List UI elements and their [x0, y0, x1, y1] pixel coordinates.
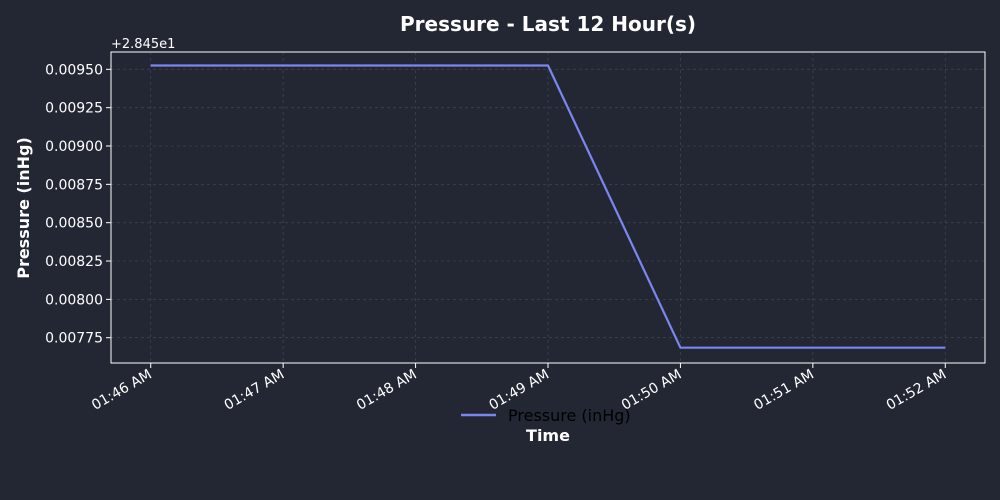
- x-tick-label: 01:47 AM: [222, 367, 288, 414]
- y-axis-ticks: 0.00775 0.00800 0.00825 0.00850 0.00875 0.009…: [45, 62, 111, 347]
- y-tick-label: 0.00875: [45, 177, 103, 193]
- x-tick-label: 01:46 AM: [89, 367, 155, 414]
- x-axis-label: Time: [526, 426, 570, 445]
- grid: [111, 52, 985, 363]
- series-line-pressure: [150, 64, 946, 349]
- y-tick-label: 0.00825: [45, 254, 103, 270]
- series-layer: [150, 64, 946, 349]
- x-tick-label: 01:52 AM: [884, 367, 950, 414]
- y-tick-label: 0.00925: [45, 101, 103, 117]
- legend-label-pressure: Pressure (inHg): [508, 406, 631, 425]
- y-tick-label: 0.00850: [45, 216, 103, 232]
- y-axis-offset-label: +2.845e1: [111, 37, 175, 52]
- y-tick-label: 0.00900: [45, 139, 103, 155]
- legend: Pressure (inHg): [461, 406, 631, 425]
- x-tick-label: 01:51 AM: [751, 367, 817, 414]
- y-tick-label: 0.00950: [45, 62, 103, 78]
- y-tick-label: 0.00800: [45, 292, 103, 308]
- x-tick-label: 01:48 AM: [354, 367, 420, 414]
- y-tick-label: 0.00775: [45, 331, 103, 347]
- chart-title: Pressure - Last 12 Hour(s): [400, 12, 696, 36]
- y-axis-label: Pressure (inHg): [14, 137, 33, 279]
